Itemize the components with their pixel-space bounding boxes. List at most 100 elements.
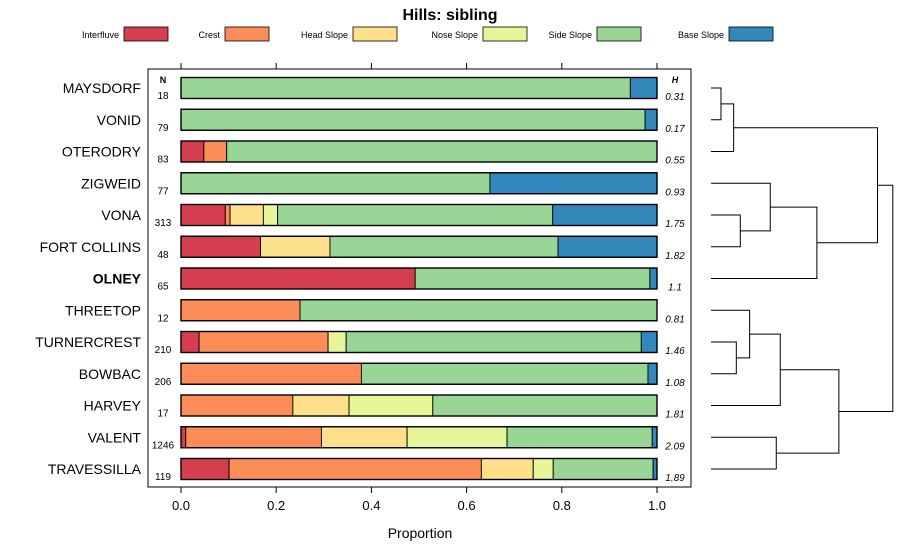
row-label: HARVEY <box>84 398 142 414</box>
dendrogram-branch <box>711 206 818 279</box>
legend-swatch <box>482 26 528 42</box>
dendrogram-branch <box>711 214 741 248</box>
bar-segment <box>180 235 261 258</box>
bar-segment <box>651 426 658 449</box>
row-label: OLNEY <box>93 271 142 287</box>
bar-outline <box>180 140 658 163</box>
bar-segment <box>532 458 554 480</box>
legend-label: Nose Slope <box>431 30 478 40</box>
bar-outline <box>180 172 658 195</box>
bar-segment <box>644 108 658 131</box>
row-label: VONID <box>97 112 141 128</box>
row-h-value: 1.82 <box>665 251 685 262</box>
bar-outline <box>180 426 658 449</box>
x-axis: 0.0 0.2 0.4 0.6 0.8 1.0 <box>172 487 666 513</box>
bar-segment <box>489 172 658 195</box>
dendrogram-branch <box>711 436 777 470</box>
dendrogram-branch <box>711 87 722 121</box>
bar-segment <box>226 140 658 163</box>
bar-segment <box>229 204 264 226</box>
row-n-value: 313 <box>155 218 172 229</box>
row-label: ZIGWEID <box>81 175 141 191</box>
dendrogram-branch <box>711 309 751 359</box>
row-label: OTERODRY <box>62 144 142 160</box>
bar-segment <box>180 458 230 480</box>
row-h-value: 0.81 <box>665 314 684 325</box>
row-n-value: 210 <box>155 345 172 356</box>
legend-swatch <box>352 26 398 42</box>
x-tick-label: 0.4 <box>362 498 380 513</box>
bar-segment <box>557 235 658 258</box>
row-labels: MAYSDORF VONID OTERODRY ZIGWEID VONA FORT COL… <box>35 80 141 477</box>
bar-segment <box>277 204 554 226</box>
dendrogram-branch <box>711 333 781 406</box>
legend-label: Base Slope <box>678 30 724 40</box>
bar-outline <box>180 362 658 385</box>
bar-segment <box>649 267 658 290</box>
panel-top-ticks <box>180 63 658 69</box>
bar-outline <box>180 394 658 417</box>
bar-segment <box>260 235 331 258</box>
row-n-value: 18 <box>157 91 169 102</box>
bar-segment <box>292 394 350 417</box>
row-h-value: 0.55 <box>665 156 685 167</box>
dendrogram-branch <box>776 369 840 454</box>
row-label: TRAVESSILLA <box>48 461 142 477</box>
row-h-value: 0.31 <box>665 92 684 103</box>
bar-segment <box>198 331 329 353</box>
dendrogram-branch <box>711 103 735 152</box>
row-h-value: 1.1 <box>668 283 682 294</box>
bar-outline <box>180 299 658 322</box>
legend-label: Crest <box>198 30 220 40</box>
bar-segment <box>185 426 322 449</box>
row-n-value: 48 <box>157 250 169 261</box>
row-n-value: 1246 <box>152 440 175 451</box>
bar-segment <box>203 140 228 163</box>
h-header: H <box>672 75 679 85</box>
row-n-value: 65 <box>157 282 169 293</box>
legend-swatch <box>728 26 774 42</box>
bar-segment <box>180 362 362 385</box>
bar-segment <box>360 362 649 385</box>
row-n-value: 83 <box>157 155 169 166</box>
bar-outline <box>180 267 658 290</box>
dendrogram-branch <box>711 341 737 375</box>
bar-outline <box>180 235 658 258</box>
x-tick-label: 0.0 <box>172 498 190 513</box>
row-n-value: 206 <box>155 377 172 388</box>
bar-segment <box>647 362 658 385</box>
bar-segment <box>180 204 226 226</box>
legend-label: Side Slope <box>548 30 592 40</box>
row-h-value: 1.46 <box>665 346 685 357</box>
bar-segment <box>262 204 279 226</box>
row-label: BOWBAC <box>79 366 141 382</box>
row-label: THREETOP <box>65 302 141 318</box>
row-n-value: 12 <box>157 313 169 324</box>
row-label: MAYSDORF <box>63 80 141 96</box>
row-n-value: 77 <box>157 186 169 197</box>
bar-segment <box>299 299 658 322</box>
bar-segment <box>224 204 231 226</box>
row-label: VALENT <box>88 429 142 445</box>
bar-segment <box>180 140 205 163</box>
dendrogram <box>711 87 894 470</box>
row-label: VONA <box>101 207 141 223</box>
legend-label: Interfluve <box>82 30 119 40</box>
bar-outline <box>180 330 658 354</box>
bar-segment <box>345 331 642 353</box>
dendrogram-branch <box>838 184 894 412</box>
bar-outline <box>180 76 658 100</box>
bar-segment <box>506 426 653 449</box>
row-n-value: 17 <box>157 409 169 420</box>
legend-label: Head Slope <box>301 30 348 40</box>
n-labels: 18 79 83 77 313 48 65 12 210 206 17 1246 119 <box>152 91 175 483</box>
row-n-value: 79 <box>157 123 169 134</box>
bar-segment <box>629 77 658 99</box>
bar-segment <box>432 394 658 417</box>
row-label: TURNERCREST <box>35 334 141 350</box>
bar-outline <box>180 203 658 227</box>
row-h-value: 1.81 <box>665 410 684 421</box>
row-h-value: 1.08 <box>665 378 685 389</box>
bar-segment <box>329 235 559 258</box>
bar-segment <box>640 331 658 353</box>
